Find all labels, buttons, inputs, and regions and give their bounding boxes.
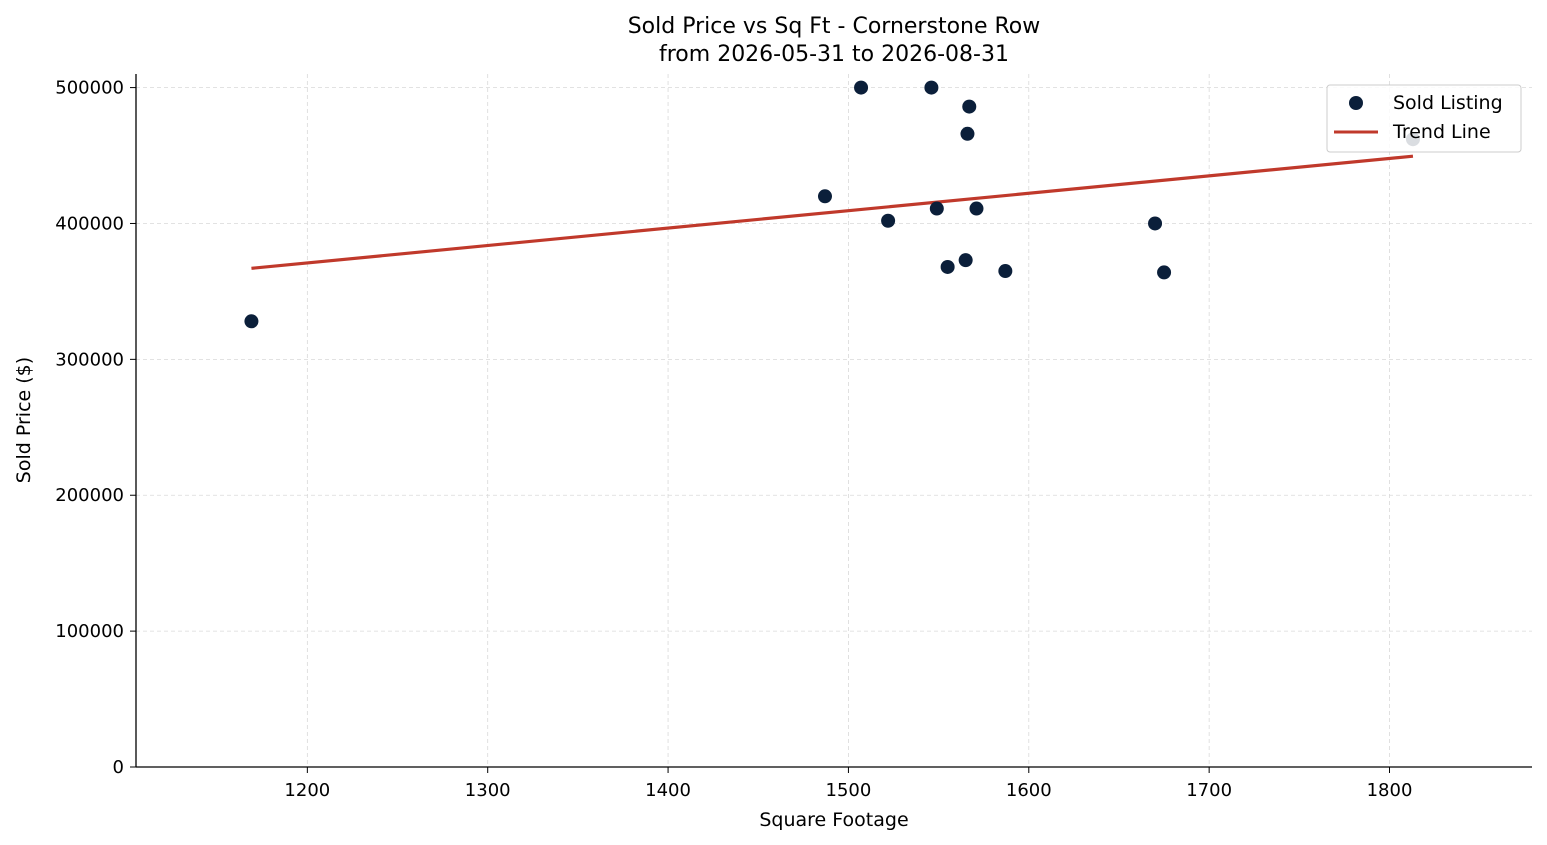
sold-listing-point xyxy=(969,201,984,216)
x-tick-label: 1300 xyxy=(465,780,511,801)
scatter-points-layer xyxy=(244,80,1420,329)
sold-listing-point xyxy=(1148,216,1163,231)
legend-label-trend-line: Trend Line xyxy=(1392,121,1491,143)
sold-listing-point xyxy=(881,213,896,228)
legend-box xyxy=(1326,84,1522,153)
grid-lines xyxy=(136,74,1532,767)
x-tick-label: 1700 xyxy=(1186,780,1232,801)
sold-listing-point xyxy=(854,80,869,95)
sold-listing-point xyxy=(1157,265,1172,280)
sold-listing-point xyxy=(962,99,977,114)
x-axis-label: Square Footage xyxy=(759,809,908,831)
y-tick-label: 200000 xyxy=(55,485,124,506)
legend-marker-sold-listing xyxy=(1349,96,1363,110)
sold-listing-point xyxy=(817,189,832,204)
sold-listing-point xyxy=(929,201,944,216)
sold-listing-point xyxy=(924,80,939,95)
sold-listing-point xyxy=(998,264,1013,279)
sold-listing-point xyxy=(960,126,975,141)
y-tick-label: 0 xyxy=(113,757,124,778)
trend-line-layer xyxy=(251,154,1414,270)
x-tick-label: 1200 xyxy=(284,780,330,801)
y-tick-label: 300000 xyxy=(55,349,124,370)
sold-listing-point xyxy=(244,314,259,329)
chart-title-line2: from 2026-05-31 to 2026-08-31 xyxy=(659,42,1009,67)
chart-title-line1: Sold Price vs Sq Ft - Cornerstone Row xyxy=(628,14,1041,39)
x-tick-label: 1800 xyxy=(1367,780,1413,801)
x-tick-label: 1400 xyxy=(645,780,691,801)
y-tick-label: 500000 xyxy=(55,78,124,99)
y-tick-label: 100000 xyxy=(55,621,124,642)
x-axis-ticks: 1200 1300 1400 1500 1600 1700 1800 xyxy=(284,767,1412,801)
x-tick-label: 1600 xyxy=(1006,780,1052,801)
x-tick-label: 1500 xyxy=(826,780,872,801)
y-tick-label: 400000 xyxy=(55,213,124,234)
sold-listing-point xyxy=(940,259,955,274)
sold-listing-point xyxy=(958,253,973,268)
legend: Sold Listing Trend Line xyxy=(1326,84,1522,153)
legend-label-sold-listing: Sold Listing xyxy=(1393,92,1503,114)
y-axis-label: Sold Price ($) xyxy=(13,357,35,483)
y-axis-ticks: 0 100000 200000 300000 400000 500000 xyxy=(55,78,136,778)
trend-line xyxy=(251,154,1414,270)
